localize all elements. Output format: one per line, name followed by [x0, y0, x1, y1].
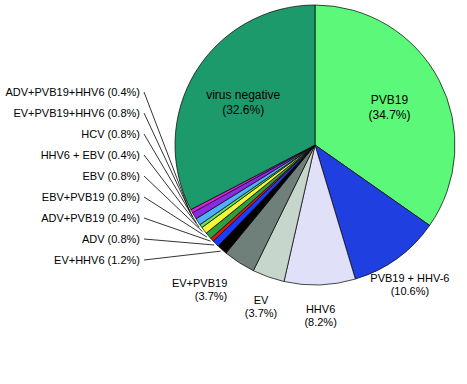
svg-text:EBV+PVB19 (0.8%): EBV+PVB19 (0.8%) — [42, 191, 140, 203]
svg-text:EBV (0.8%): EBV (0.8%) — [83, 170, 140, 182]
svg-text:PVB19(34.7%): PVB19(34.7%) — [369, 93, 411, 122]
svg-text:EV(3.7%): EV(3.7%) — [245, 294, 277, 319]
svg-text:HHV6(8.2%): HHV6(8.2%) — [304, 303, 336, 328]
svg-text:ADV+PVB19 (0.4%): ADV+PVB19 (0.4%) — [41, 212, 140, 224]
svg-text:EV+PVB19+HHV6 (0.8%): EV+PVB19+HHV6 (0.8%) — [13, 107, 140, 119]
svg-text:EV+PVB19(3.7%): EV+PVB19(3.7%) — [172, 277, 227, 302]
svg-text:HHV6 + EBV (0.4%): HHV6 + EBV (0.4%) — [41, 149, 140, 161]
svg-text:virus negative(32.6%): virus negative(32.6%) — [206, 88, 280, 117]
svg-text:HCV (0.8%): HCV (0.8%) — [81, 128, 140, 140]
svg-text:ADV+PVB19+HHV6 (0.4%): ADV+PVB19+HHV6 (0.4%) — [8, 86, 140, 98]
svg-text:PVB19 + HHV-6(10.6%): PVB19 + HHV-6(10.6%) — [370, 272, 449, 297]
svg-text:EV+HHV6 (1.2%): EV+HHV6 (1.2%) — [54, 254, 140, 266]
svg-text:ADV (0.8%): ADV (0.8%) — [82, 233, 140, 245]
